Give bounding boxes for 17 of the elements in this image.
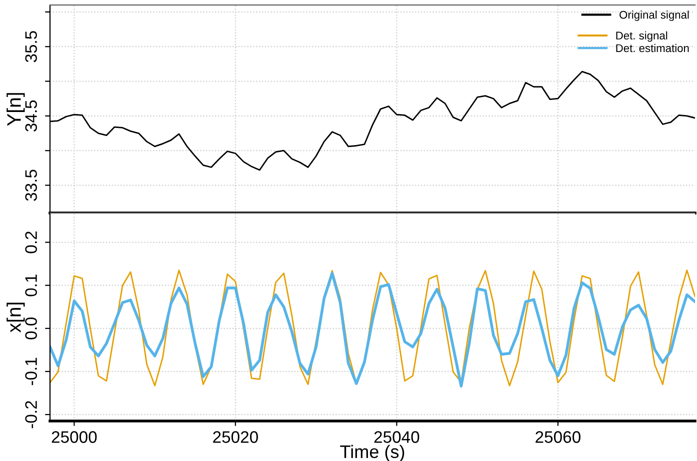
y-axis-title: Y[n] xyxy=(6,93,25,126)
y-tick-label: 0.1 xyxy=(25,274,37,296)
y-tick-label: 0.0 xyxy=(25,317,37,340)
y-tick-label: 34.5 xyxy=(25,100,37,132)
y-tick-label: -0.1 xyxy=(25,358,37,386)
y-tick-label: 0.2 xyxy=(25,232,37,254)
legend-label: Det. estimation xyxy=(616,44,689,52)
y-tick-label: 35.5 xyxy=(25,31,37,62)
y-axis-title: x[n] xyxy=(6,302,25,332)
x-tick-label: 25000 xyxy=(52,431,97,443)
y-tick-label: 33.5 xyxy=(25,170,37,201)
x-tick-label: 25040 xyxy=(374,431,420,443)
legend-label: Original signal xyxy=(620,10,689,21)
y-tick-label: -0.2 xyxy=(25,401,37,428)
x-tick-label: 25060 xyxy=(536,431,580,443)
legend-label: Det. signal xyxy=(616,31,668,42)
x-tick-label: 25020 xyxy=(213,431,258,443)
